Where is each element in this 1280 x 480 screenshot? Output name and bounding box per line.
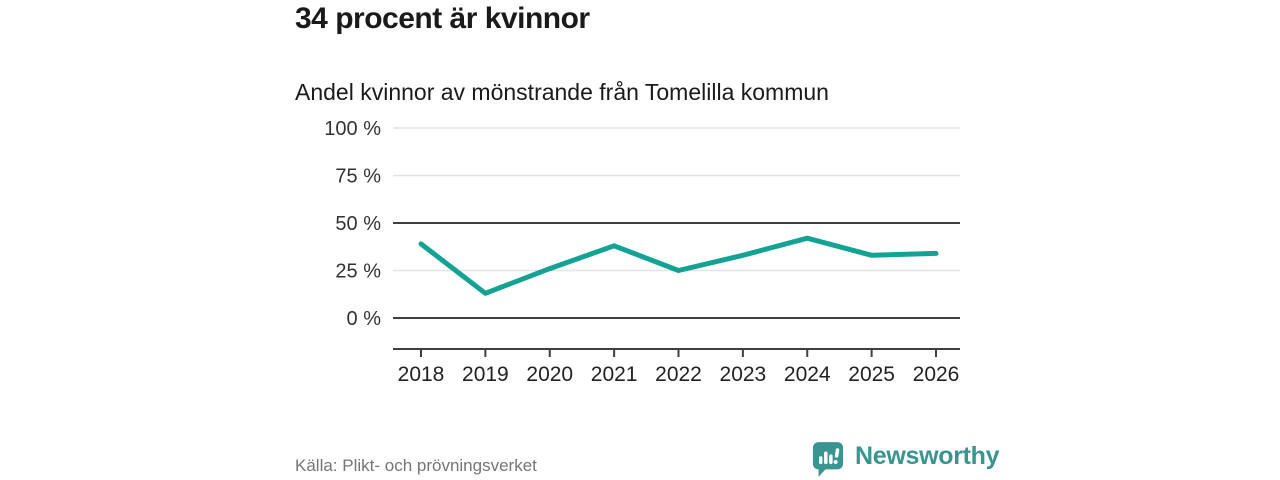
logo-bar-1 bbox=[818, 456, 823, 465]
newsworthy-logo: Newsworthy bbox=[812, 441, 1000, 478]
y-axis-tick-label: 50 % bbox=[335, 213, 381, 235]
logo-bubble bbox=[812, 442, 844, 470]
x-axis-tick-label: 2023 bbox=[720, 363, 767, 386]
y-axis-tick-label: 75 % bbox=[335, 166, 381, 188]
line-chart: 0 % 25 % 50 % 75 % 100 % 2018 2019 2020 2021 2022… bbox=[324, 118, 960, 386]
logo-bar-3 bbox=[829, 454, 833, 465]
source-caption: Källa: Plikt- och prövningsverket bbox=[295, 456, 537, 475]
chart-subtitle: Andel kvinnor av mönstrande från Tomelil… bbox=[295, 79, 829, 105]
newsworthy-logo-text: Newsworthy bbox=[855, 442, 1000, 470]
x-axis-tick-label: 2020 bbox=[526, 363, 573, 386]
data-series-line bbox=[418, 235, 939, 296]
y-axis-tick-label: 100 % bbox=[324, 118, 381, 140]
x-axis-tick-label: 2018 bbox=[398, 363, 445, 386]
logo-bubble-tail bbox=[818, 466, 828, 477]
x-axis-tick-label: 2024 bbox=[784, 363, 831, 386]
logo-exclamation bbox=[833, 448, 840, 465]
x-axis-tick-label: 2021 bbox=[591, 363, 638, 386]
x-axis-tick-label: 2019 bbox=[462, 363, 509, 386]
newsworthy-logo-icon bbox=[812, 442, 844, 477]
logo-bar-2 bbox=[824, 451, 828, 465]
x-axis-tick-label: 2022 bbox=[655, 363, 702, 386]
y-axis-tick-label: 25 % bbox=[335, 261, 381, 283]
x-axis-tick-label: 2025 bbox=[848, 363, 895, 386]
y-axis-tick-label: 0 % bbox=[347, 308, 382, 330]
x-axis-tick-label: 2026 bbox=[913, 363, 960, 386]
chart-title: 34 procent är kvinnor bbox=[295, 2, 590, 35]
